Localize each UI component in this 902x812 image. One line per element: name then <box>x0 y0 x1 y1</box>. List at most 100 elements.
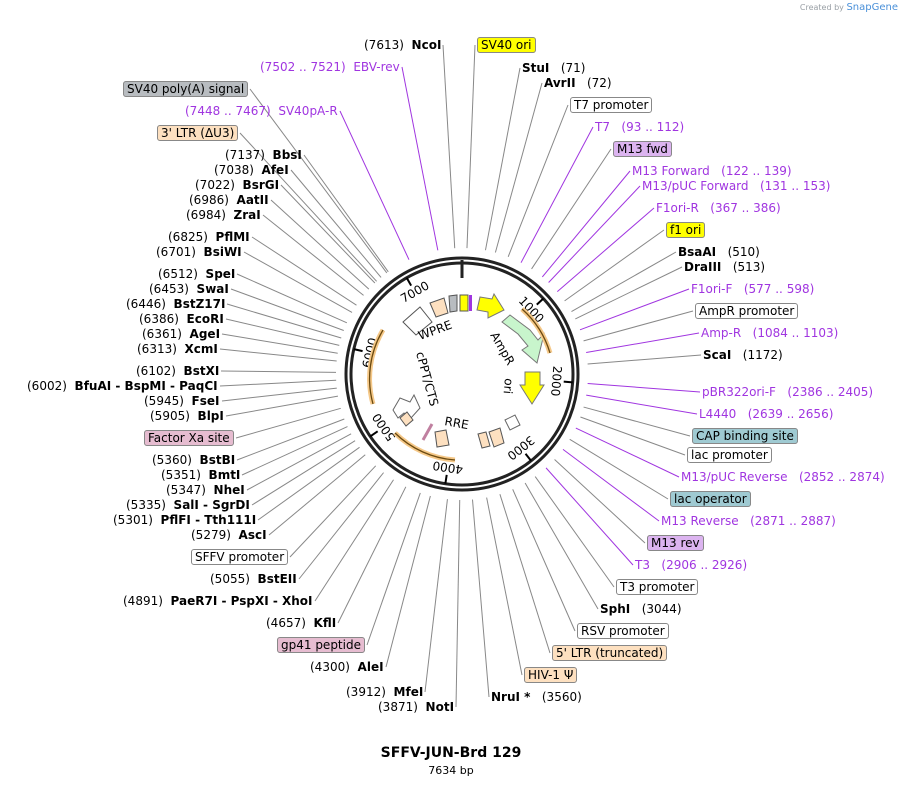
label-mfei[interactable]: (3912) MfeI <box>346 685 423 700</box>
label-bbsi[interactable]: (7137) BbsI <box>225 148 302 163</box>
label-bstbi[interactable]: (5360) BstBI <box>152 453 235 468</box>
label-xcmi[interactable]: (6313) XcmI <box>137 342 218 357</box>
label-gp41[interactable]: gp41 peptide <box>277 637 365 653</box>
label-blpi[interactable]: (5905) BlpI <box>150 409 224 424</box>
feature-name: Factor Xa site <box>144 430 234 446</box>
leader-line <box>280 184 376 284</box>
label-lac-prom[interactable]: lac promoter <box>687 447 772 463</box>
leader-line <box>235 407 341 439</box>
label-m13-reverse[interactable]: M13 Reverse (2871 .. 2887) <box>661 514 836 529</box>
label-sv40pa-r[interactable]: (7448 .. 7467) SV40pA-R <box>185 104 338 119</box>
label-ltr3[interactable]: 3' LTR (ΔU3) <box>157 125 239 141</box>
label-pflmi[interactable]: (6825) PflMI <box>168 230 250 245</box>
enzyme-position: (5055) <box>210 572 250 586</box>
label-t3[interactable]: T3 (2906 .. 2926) <box>635 558 747 573</box>
label-f1-ori[interactable]: f1 ori <box>666 222 706 238</box>
label-scai[interactable]: ScaI (1172) <box>703 348 783 363</box>
primer-position: (93 .. 112) <box>621 120 685 134</box>
label-cap-site[interactable]: CAP binding site <box>692 428 798 444</box>
label-asci[interactable]: (5279) AscI <box>191 528 267 543</box>
label-kfli[interactable]: (4657) KflI <box>266 616 336 631</box>
enzyme-name: BstXI <box>183 364 220 378</box>
label-bstxi[interactable]: (6102) BstXI <box>136 364 219 379</box>
label-zrai[interactable]: (6984) ZraI <box>186 208 261 223</box>
label-fsei[interactable]: (5945) FseI <box>144 394 220 409</box>
label-pflfi[interactable]: (5301) PflFI - Tth111I <box>113 513 256 528</box>
label-ebv-rev[interactable]: (7502 .. 7521) EBV-rev <box>260 60 400 75</box>
label-m13-forward[interactable]: M13 Forward (122 .. 139) <box>632 164 792 179</box>
label-m13puc-rev[interactable]: M13/pUC Reverse (2852 .. 2874) <box>681 470 885 485</box>
enzyme-position: (6002) <box>27 379 67 393</box>
label-f1ori-r[interactable]: F1ori-R (367 .. 386) <box>656 201 781 216</box>
leader-line <box>243 251 353 313</box>
label-bfuai[interactable]: (6002) BfuAI - BspMI - PaqCI <box>27 379 218 394</box>
label-sv40-ori[interactable]: SV40 ori <box>477 37 536 53</box>
label-l4440[interactable]: L4440 (2639 .. 2656) <box>699 407 833 422</box>
label-sv40-polya[interactable]: SV40 poly(A) signal <box>123 81 249 97</box>
label-spei[interactable]: (6512) SpeI <box>158 267 235 282</box>
label-amp-r[interactable]: Amp-R (1084 .. 1103) <box>701 326 838 341</box>
label-ecori[interactable]: (6386) EcoRI <box>139 312 224 327</box>
label-sffv-prom[interactable]: SFFV promoter <box>191 549 289 565</box>
label-swai[interactable]: (6453) SwaI <box>149 282 229 297</box>
label-nrui[interactable]: NruI * (3560) <box>491 690 582 705</box>
enzyme-name: ZraI <box>233 208 261 222</box>
label-nhei[interactable]: (5347) NheI <box>166 483 245 498</box>
label-bmti[interactable]: (5351) BmtI <box>161 468 240 483</box>
label-draiii[interactable]: DraIII (513) <box>684 260 765 275</box>
label-t7[interactable]: T7 (93 .. 112) <box>595 120 684 135</box>
label-bstz17i[interactable]: (6446) BstZ17I <box>126 297 225 312</box>
leader-line <box>230 288 344 331</box>
tick-mark <box>353 348 363 353</box>
enzyme-position: (5347) <box>166 483 206 497</box>
enzyme-position: (7038) <box>214 163 254 177</box>
feature-ampr-arrow <box>501 314 545 364</box>
enzyme-name: MfeI <box>393 685 424 699</box>
label-avrii[interactable]: AvrII (72) <box>544 76 612 91</box>
label-rsv-prom[interactable]: RSV promoter <box>577 623 669 639</box>
label-m13-rev[interactable]: M13 rev <box>647 535 704 551</box>
enzyme-name: AatII <box>236 193 269 207</box>
leader-line <box>314 479 394 602</box>
label-ncoi[interactable]: (7613) NcoI <box>364 38 441 53</box>
leader-line <box>587 354 702 365</box>
label-lac-op[interactable]: lac operator <box>670 491 751 507</box>
label-ampr-prom[interactable]: AmpR promoter <box>695 303 799 319</box>
label-bsteii[interactable]: (5055) BstEII <box>210 572 297 587</box>
label-aatii[interactable]: (6986) AatII <box>189 193 269 208</box>
label-pbr322ori-f[interactable]: pBR322ori-F (2386 .. 2405) <box>702 385 873 400</box>
leader-line <box>385 495 431 668</box>
label-afei[interactable]: (7038) AfeI <box>214 163 289 178</box>
primer-name: M13 Forward <box>632 164 710 178</box>
enzyme-name: BbsI <box>272 148 302 162</box>
enzyme-position: (6313) <box>137 342 177 356</box>
label-hiv1-psi[interactable]: HIV-1 Ψ <box>524 667 578 683</box>
label-noti[interactable]: (3871) NotI <box>378 700 454 715</box>
label-m13puc-fwd[interactable]: M13/pUC Forward (131 .. 153) <box>642 179 830 194</box>
leader-line <box>562 448 660 522</box>
label-xhoi[interactable]: (4891) PaeR7I - PspXI - XhoI <box>123 594 313 609</box>
label-t3-prom[interactable]: T3 promoter <box>616 579 699 595</box>
label-ltr5[interactable]: 5' LTR (truncated) <box>552 645 668 661</box>
enzyme-position: (72) <box>586 76 612 90</box>
label-bsrgi[interactable]: (7022) BsrGI <box>195 178 279 193</box>
label-m13-fwd[interactable]: M13 fwd <box>613 141 672 157</box>
orf-arc-bottom-line <box>394 432 456 461</box>
label-bsaai[interactable]: BsaAI (510) <box>678 245 760 260</box>
feature-name: f1 ori <box>666 222 706 238</box>
label-alei[interactable]: (4300) AleI <box>310 660 384 675</box>
tick-label: 7000 <box>398 278 431 305</box>
enzyme-position: (4891) <box>123 594 163 608</box>
feature-name: T3 promoter <box>616 579 699 595</box>
tick-mark <box>444 474 448 484</box>
label-agei[interactable]: (6361) AgeI <box>142 327 220 342</box>
label-sphi[interactable]: SphI (3044) <box>600 602 682 617</box>
primer-position: (7448 .. 7467) <box>185 104 271 118</box>
label-t7-prom[interactable]: T7 promoter <box>570 97 653 113</box>
label-sali[interactable]: (5335) SalI - SgrDI <box>126 498 250 513</box>
label-factor-xa[interactable]: Factor Xa site <box>144 430 234 446</box>
label-stui[interactable]: StuI (71) <box>522 61 585 76</box>
label-bsiwi[interactable]: (6701) BsiWI <box>156 245 242 260</box>
label-f1ori-f[interactable]: F1ori-F (577 .. 598) <box>691 282 814 297</box>
leader-line <box>239 132 378 282</box>
